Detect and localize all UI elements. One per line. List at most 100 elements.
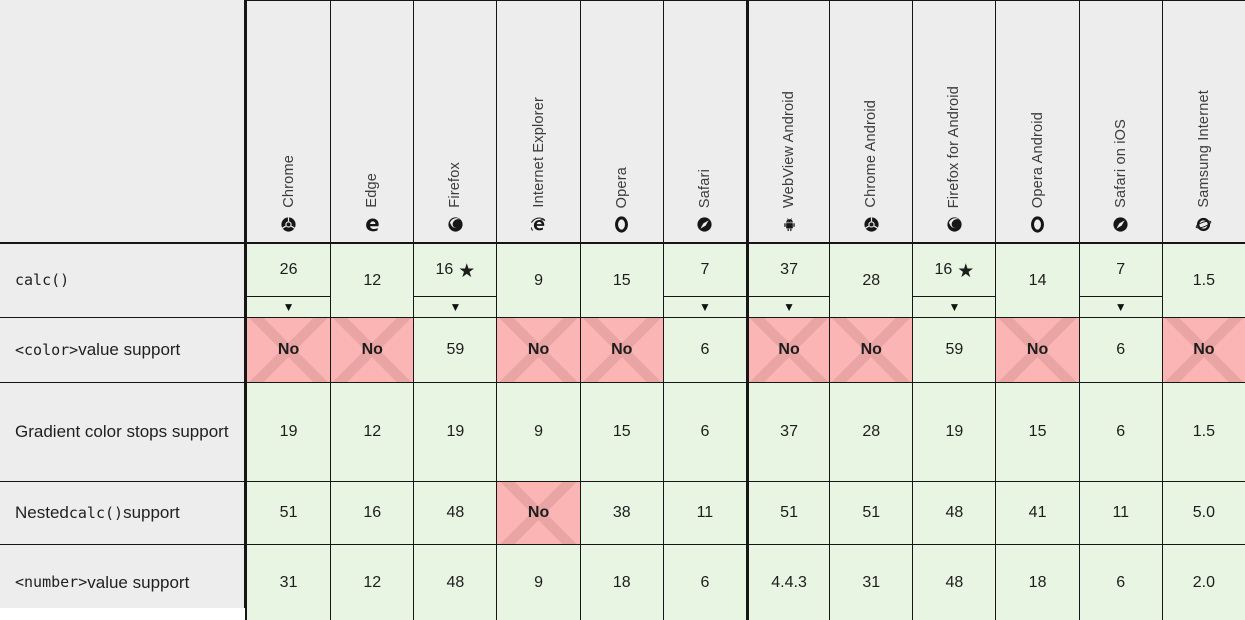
browser-name-label: Edge: [364, 173, 381, 208]
support-cell[interactable]: 37 ▼: [745, 244, 830, 317]
support-cell[interactable]: 6: [662, 544, 746, 620]
support-cell[interactable]: 31: [829, 544, 913, 620]
support-cell[interactable]: 2.0: [1161, 544, 1245, 620]
support-version-text: No: [1026, 341, 1049, 358]
firefox-icon: [946, 216, 963, 233]
support-version-text: 6: [1116, 423, 1126, 440]
support-cell[interactable]: 1.5: [1161, 244, 1245, 317]
support-cell[interactable]: 37: [745, 382, 830, 481]
support-cell[interactable]: 16 ★ ▼: [413, 244, 497, 317]
browser-name-label: Internet Explorer: [530, 97, 547, 208]
support-cell[interactable]: 7 ▼: [662, 244, 746, 317]
history-triangle-icon: ▼: [698, 300, 711, 314]
support-cell[interactable]: 15: [579, 382, 663, 481]
support-cell[interactable]: 1.5: [1161, 382, 1245, 481]
support-cell[interactable]: 11: [1078, 481, 1162, 544]
support-version-text: No: [527, 504, 550, 521]
support-cell[interactable]: 9: [496, 382, 580, 481]
support-cell[interactable]: No: [1161, 317, 1245, 382]
support-version-text: 28: [862, 271, 881, 289]
browser-name-label: WebView Android: [781, 91, 798, 208]
feature-label-text: Nested: [15, 503, 69, 523]
support-cell[interactable]: 7 ▼: [1078, 244, 1162, 317]
support-cell[interactable]: 12: [330, 382, 414, 481]
support-cell[interactable]: 26 ▼: [247, 244, 331, 317]
support-cell[interactable]: No: [330, 317, 414, 382]
support-cell[interactable]: 9: [496, 244, 580, 317]
support-version-text: 6: [700, 423, 710, 440]
support-cell[interactable]: 6: [1078, 317, 1162, 382]
support-cell[interactable]: 6: [662, 317, 746, 382]
support-value: 7: [1080, 244, 1162, 296]
support-value: 16 ★: [414, 244, 496, 296]
support-cell[interactable]: No: [829, 317, 913, 382]
support-cell[interactable]: 16: [330, 481, 414, 544]
support-cell[interactable]: 12: [330, 244, 414, 317]
feature-label-code: calc(): [68, 503, 124, 522]
support-cell[interactable]: 6: [662, 382, 746, 481]
support-value: 2.0: [1163, 545, 1245, 620]
support-cell[interactable]: 15: [995, 382, 1079, 481]
support-version-text: 9: [534, 573, 544, 591]
support-cell[interactable]: 59: [912, 317, 996, 382]
support-version-text: 37: [780, 261, 798, 278]
support-cell[interactable]: No: [745, 317, 830, 382]
support-cell[interactable]: 59: [413, 317, 497, 382]
support-cell[interactable]: 38: [579, 481, 663, 544]
support-version-text: 48: [446, 504, 465, 521]
support-cell[interactable]: 28: [829, 382, 913, 481]
support-cell[interactable]: 19: [413, 382, 497, 481]
support-version-text: 6: [700, 341, 710, 358]
support-cell[interactable]: 48: [912, 544, 996, 620]
support-cell[interactable]: 41: [995, 481, 1079, 544]
support-cell[interactable]: 19: [247, 382, 331, 481]
support-cell[interactable]: No: [247, 317, 331, 382]
history-triangle-icon: ▼: [282, 300, 295, 314]
support-cell[interactable]: 9: [496, 544, 580, 620]
support-value: 48: [913, 545, 995, 620]
support-cell[interactable]: 19: [912, 382, 996, 481]
support-value: 31: [247, 545, 330, 620]
support-cell[interactable]: 11: [662, 481, 746, 544]
support-cell[interactable]: 48: [413, 481, 497, 544]
support-value: 51: [830, 482, 912, 544]
browser-column-header: Opera: [579, 0, 663, 244]
support-cell[interactable]: 15: [579, 244, 663, 317]
support-cell[interactable]: 18: [995, 544, 1079, 620]
android-icon: [781, 216, 798, 233]
support-cell[interactable]: 48: [912, 481, 996, 544]
support-cell[interactable]: No: [995, 317, 1079, 382]
support-cell[interactable]: No: [579, 317, 663, 382]
support-cell[interactable]: 48: [413, 544, 497, 620]
edge-icon: [364, 216, 381, 233]
support-cell[interactable]: No: [496, 481, 580, 544]
support-cell[interactable]: 18: [579, 544, 663, 620]
support-cell[interactable]: 28: [829, 244, 913, 317]
support-value: 51: [247, 482, 330, 544]
support-version-text: 51: [780, 504, 798, 521]
support-value: 37: [749, 244, 829, 296]
support-cell[interactable]: 12: [330, 544, 414, 620]
support-cell[interactable]: 14: [995, 244, 1079, 317]
feature-label-code: <number>: [15, 573, 88, 592]
support-cell[interactable]: 6: [1078, 544, 1162, 620]
support-cell[interactable]: 51: [829, 481, 913, 544]
support-cell[interactable]: No: [496, 317, 580, 382]
support-cell[interactable]: 51: [247, 481, 331, 544]
support-cell[interactable]: 6: [1078, 382, 1162, 481]
safari-icon: [696, 216, 713, 233]
support-cell[interactable]: 4.4.3: [745, 544, 830, 620]
support-cell[interactable]: 31: [247, 544, 331, 620]
support-version-text: 26: [279, 261, 298, 278]
support-value: 15: [581, 383, 663, 481]
support-cell[interactable]: 51: [745, 481, 830, 544]
history-triangle-icon: ▼: [783, 300, 796, 314]
table-bottom-left-gap: [0, 608, 245, 620]
chrome-icon: [280, 216, 297, 233]
support-cell[interactable]: 16 ★ ▼: [912, 244, 996, 317]
support-value: No: [830, 318, 912, 382]
support-value: 48: [913, 482, 995, 544]
support-cell[interactable]: 5.0: [1161, 481, 1245, 544]
support-value: 9: [497, 383, 579, 481]
